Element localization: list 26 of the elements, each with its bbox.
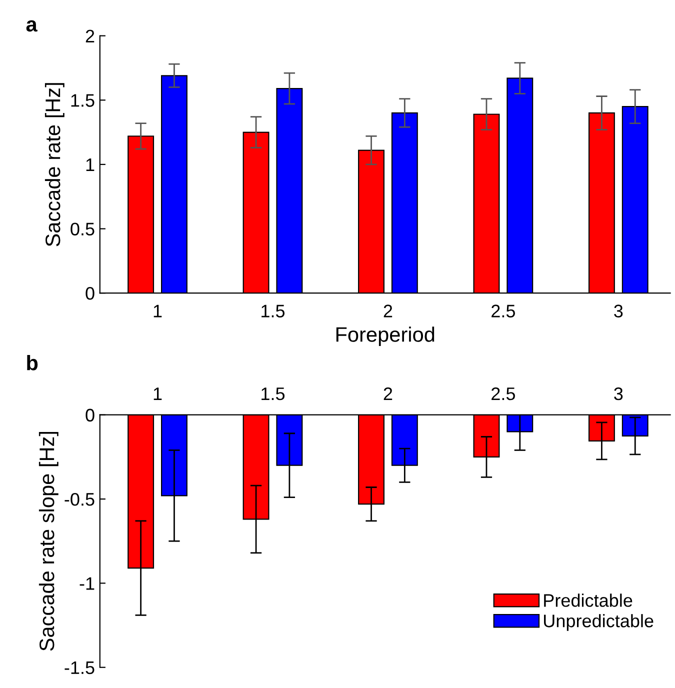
x-tick-label: 1.5 [262,388,285,400]
y-tick-label: 0.5 [70,222,94,236]
y-tick-label: 2 [86,30,94,42]
y-tick-label: -1 [80,577,94,590]
y-axis-title: Saccade rate slope [Hz] [38,432,58,651]
x-tick-label: 2 [384,387,392,400]
y-tick-label: 1.5 [71,94,94,107]
x-tick-label: 1 [154,388,162,400]
chart-title: a [26,20,38,32]
y-tick-label: -1.5 [64,661,94,674]
x-tick-label: 1 [154,304,162,318]
x-tick-label: 1.5 [262,304,285,318]
y-tick-label: -0.5 [64,492,94,506]
x-tick-label: 2 [384,304,392,318]
chart-title: b [27,355,38,370]
x-axis-title: Foreperiod [336,326,434,346]
y-axis-title: Saccade rate [Hz] [44,83,64,246]
legend-label: Unpredictable [544,614,654,631]
x-tick-label: 2.5 [492,387,515,400]
y-tick-label: 1 [86,158,94,171]
x-tick-label: 3 [614,387,623,400]
y-tick-label: 0 [86,287,94,300]
y-tick-label: 0 [86,408,94,422]
x-tick-label: 3 [614,304,623,318]
legend-label: Predictable [544,594,632,607]
x-tick-label: 2.5 [492,304,515,318]
